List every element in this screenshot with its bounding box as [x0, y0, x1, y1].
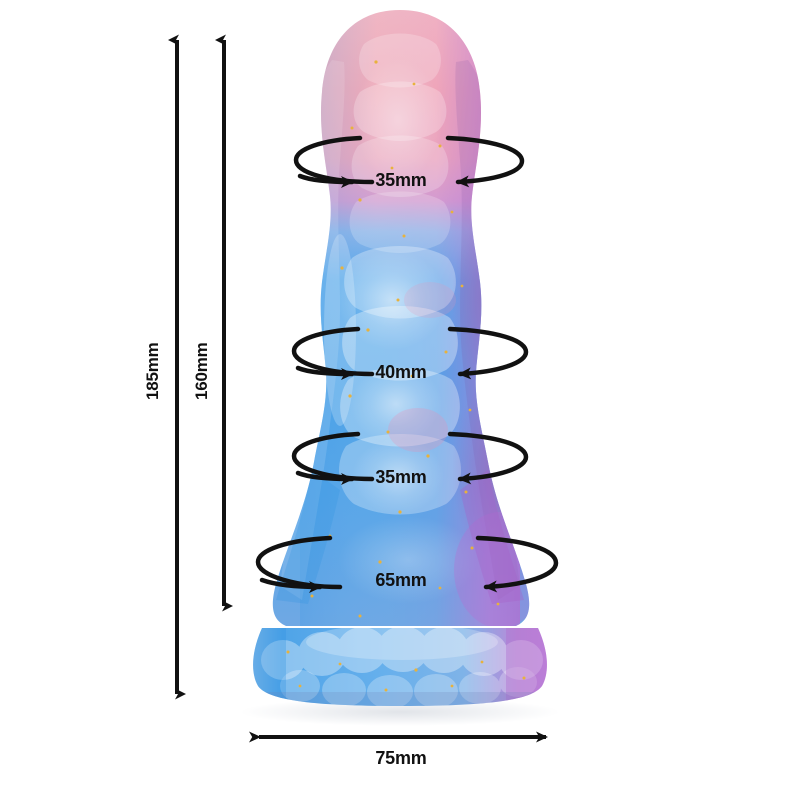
floor-shadow	[240, 698, 560, 726]
ring-upper-shaft-annotation	[291, 326, 529, 380]
ring-base-annotation	[255, 535, 559, 593]
ring-base-label: 65mm	[375, 570, 427, 590]
insertable-height-label: 160mm	[192, 342, 211, 400]
total-height-label: 185mm	[143, 342, 162, 400]
ring-head-annotation	[293, 135, 525, 188]
product-base	[253, 628, 547, 706]
ring-head-label: 35mm	[375, 170, 427, 190]
ring-lower-shaft-annotation	[291, 431, 529, 485]
ring-upper-shaft-label: 40mm	[375, 362, 427, 382]
base-width-label: 75mm	[375, 748, 427, 768]
ring-lower-shaft-label: 35mm	[375, 467, 427, 487]
